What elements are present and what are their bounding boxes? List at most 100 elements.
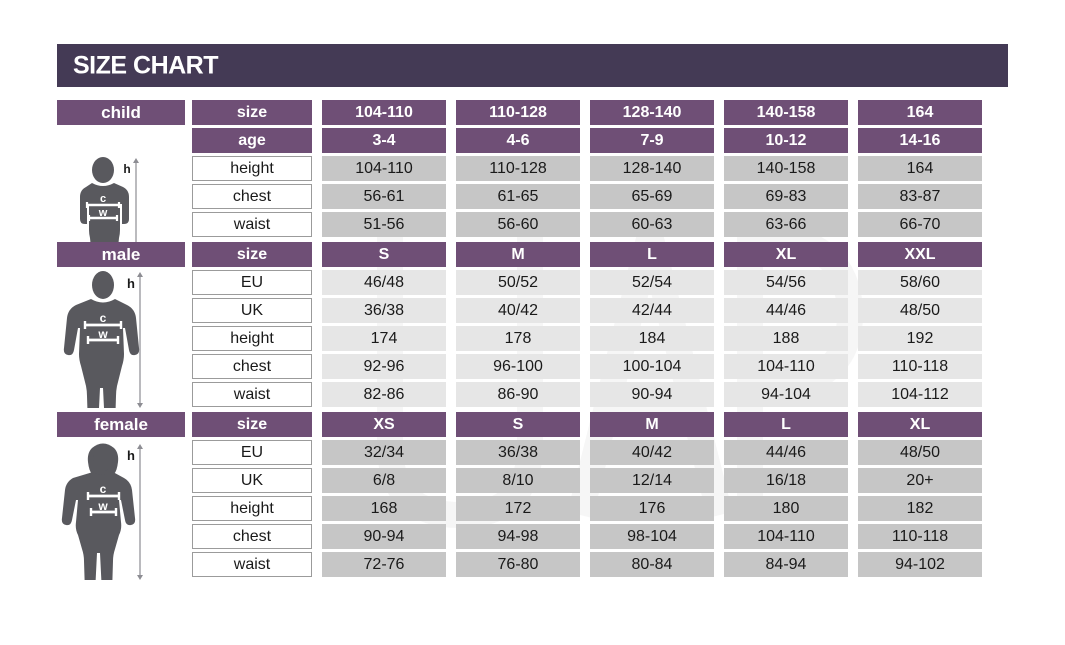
data-cell-male-height-2: 184 xyxy=(590,326,714,351)
column-header-child-3: 140-158 xyxy=(724,100,848,125)
data-cell-male-EU-1: 50/52 xyxy=(456,270,580,295)
chart-title-bar: SIZE CHART xyxy=(57,44,1008,87)
data-cell-female-height-0: 168 xyxy=(322,496,446,521)
data-cell-male-waist-3: 94-104 xyxy=(724,382,848,407)
table-row: c w h height 104-110 110-128 128-140 140-158… xyxy=(57,156,1008,273)
data-cell-male-UK-4: 48/50 xyxy=(858,298,982,323)
data-cell-male-chest-1: 96-100 xyxy=(456,354,580,379)
data-cell-child-chest-3: 69-83 xyxy=(724,184,848,209)
table-row: height 168 172 176 180 182 xyxy=(57,496,1008,521)
female-silhouette-icon: c w h xyxy=(61,443,143,598)
data-cell-child-height-4: 164 xyxy=(858,156,982,181)
data-cell-child-height-1: 110-128 xyxy=(456,156,580,181)
column-header-female-0: XS xyxy=(322,412,446,437)
row-label-male-waist: waist xyxy=(192,382,312,407)
data-cell-female-EU-2: 40/42 xyxy=(590,440,714,465)
svg-text:c: c xyxy=(100,482,107,496)
svg-text:w: w xyxy=(98,207,108,219)
data-cell-male-height-4: 192 xyxy=(858,326,982,351)
table-row: chest 56-61 61-65 65-69 69-83 83-87 xyxy=(57,184,1008,209)
data-cell-male-waist-0: 82-86 xyxy=(322,382,446,407)
svg-text:h: h xyxy=(123,162,130,176)
data-cell-male-EU-4: 58/60 xyxy=(858,270,982,295)
row-label-male-height: height xyxy=(192,326,312,351)
data-cell-female-UK-3: 16/18 xyxy=(724,468,848,493)
male-figure: c w h xyxy=(57,268,185,433)
data-cell-female-UK-4: 20+ xyxy=(858,468,982,493)
data-cell-female-height-3: 180 xyxy=(724,496,848,521)
female-figure: c w h xyxy=(57,438,185,598)
data-cell-male-height-0: 174 xyxy=(322,326,446,351)
column-header-child-0: 3-4 xyxy=(322,128,446,153)
row-label-female-UK: UK xyxy=(192,468,312,493)
header-row: child size 104-110 110-128 128-140 140-158 164 xyxy=(57,100,1008,125)
svg-text:w: w xyxy=(97,499,108,513)
page-title: SIZE CHART xyxy=(73,51,219,79)
row-label-male-UK: UK xyxy=(192,298,312,323)
data-cell-male-UK-0: 36/38 xyxy=(322,298,446,323)
row-label-female-height: height xyxy=(192,496,312,521)
figure-cell-male: c w h xyxy=(57,270,185,433)
column-header-female-3: L xyxy=(724,412,848,437)
data-cell-female-UK-0: 6/8 xyxy=(322,468,446,493)
column-header-male-4: XXL xyxy=(858,242,982,267)
data-cell-child-waist-2: 60-63 xyxy=(590,212,714,237)
data-cell-male-UK-2: 42/44 xyxy=(590,298,714,323)
data-cell-male-chest-3: 104-110 xyxy=(724,354,848,379)
data-cell-child-height-0: 104-110 xyxy=(322,156,446,181)
data-cell-female-chest-1: 94-98 xyxy=(456,524,580,549)
svg-text:w: w xyxy=(97,327,108,341)
column-header-female-4: XL xyxy=(858,412,982,437)
table-row: waist 82-86 86-90 90-94 94-104 104-112 xyxy=(57,382,1008,407)
section-child: child size 104-110 110-128 128-140 140-158 164… xyxy=(57,100,1008,273)
figure-cell-female: c w h xyxy=(57,440,185,598)
data-cell-male-waist-4: 104-112 xyxy=(858,382,982,407)
figure-spacer xyxy=(57,128,185,153)
data-cell-child-waist-0: 51-56 xyxy=(322,212,446,237)
data-cell-child-chest-0: 56-61 xyxy=(322,184,446,209)
male-silhouette-icon: c w h xyxy=(63,271,143,433)
row-label-female-EU: EU xyxy=(192,440,312,465)
group-label-male: male xyxy=(57,242,185,267)
table-row: waist 51-56 56-60 60-63 63-66 66-70 xyxy=(57,212,1008,237)
data-cell-female-chest-0: 90-94 xyxy=(322,524,446,549)
data-cell-male-chest-2: 100-104 xyxy=(590,354,714,379)
column-header-female-1: S xyxy=(456,412,580,437)
data-cell-male-height-3: 188 xyxy=(724,326,848,351)
data-cell-male-EU-0: 46/48 xyxy=(322,270,446,295)
column-header-female-2: M xyxy=(590,412,714,437)
column-header-child-4: 14-16 xyxy=(858,128,982,153)
column-header-child-1: 110-128 xyxy=(456,100,580,125)
column-header-male-1: M xyxy=(456,242,580,267)
table-row: waist 72-76 76-80 80-84 84-94 94-102 xyxy=(57,552,1008,577)
column-header-child-2: 128-140 xyxy=(590,100,714,125)
data-cell-female-height-2: 176 xyxy=(590,496,714,521)
row-label-female-chest: chest xyxy=(192,524,312,549)
svg-text:h: h xyxy=(127,276,135,291)
data-cell-male-height-1: 178 xyxy=(456,326,580,351)
data-cell-female-UK-2: 12/14 xyxy=(590,468,714,493)
table-row: height 174 178 184 188 192 xyxy=(57,326,1008,351)
column-header-male-3: XL xyxy=(724,242,848,267)
data-cell-female-EU-0: 32/34 xyxy=(322,440,446,465)
row-label-child-chest: chest xyxy=(192,184,312,209)
data-cell-female-chest-4: 110-118 xyxy=(858,524,982,549)
data-cell-child-waist-1: 56-60 xyxy=(456,212,580,237)
header-row: female size XS S M L XL xyxy=(57,412,1008,437)
svg-text:h: h xyxy=(127,448,135,463)
row-label-child-height: height xyxy=(192,156,312,181)
data-cell-child-chest-1: 61-65 xyxy=(456,184,580,209)
table-row: UK 36/38 40/42 42/44 44/46 48/50 xyxy=(57,298,1008,323)
data-cell-female-waist-2: 80-84 xyxy=(590,552,714,577)
column-header-male-0: S xyxy=(322,242,446,267)
section-male: male size S M L XL XXL c w h EU 46/48 50/52 52/54… xyxy=(57,242,1008,433)
data-cell-male-waist-1: 86-90 xyxy=(456,382,580,407)
group-label-female: female xyxy=(57,412,185,437)
data-cell-male-chest-4: 110-118 xyxy=(858,354,982,379)
size-chart-grid: child size 104-110 110-128 128-140 140-158 164… xyxy=(57,100,1008,598)
data-cell-female-waist-3: 84-94 xyxy=(724,552,848,577)
data-cell-male-chest-0: 92-96 xyxy=(322,354,446,379)
row-label-female-waist: waist xyxy=(192,552,312,577)
row-label-child-waist: waist xyxy=(192,212,312,237)
row-header-female-size: size xyxy=(192,412,312,437)
